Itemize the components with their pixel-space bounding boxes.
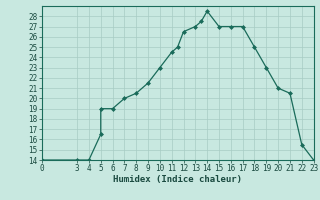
X-axis label: Humidex (Indice chaleur): Humidex (Indice chaleur)	[113, 175, 242, 184]
